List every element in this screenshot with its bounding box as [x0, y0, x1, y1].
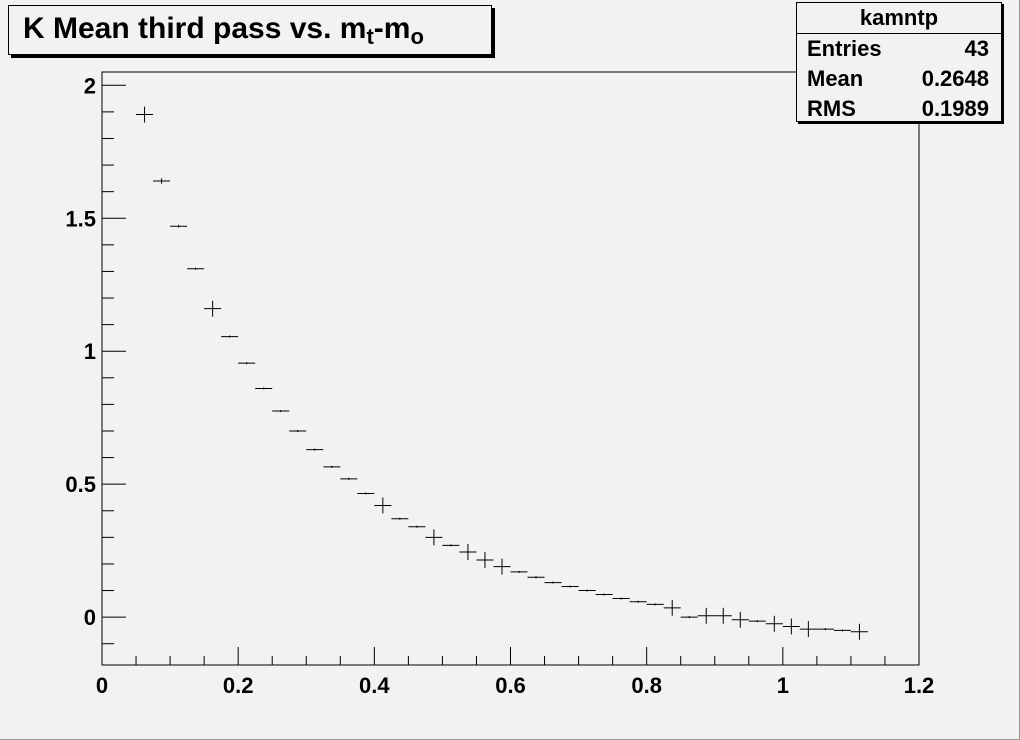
y-tick-label: 1 — [84, 339, 96, 364]
data-point — [697, 607, 715, 624]
x-tick-label: 0.2 — [223, 673, 254, 698]
stats-mean-value: 0.2648 — [921, 66, 989, 91]
chart-title-sub-o: o — [410, 24, 424, 49]
data-point — [544, 581, 562, 584]
x-tick-label: 1.2 — [904, 673, 935, 698]
data-point — [238, 362, 256, 365]
data-point — [629, 600, 647, 603]
chart-title-sub-t: t — [366, 24, 374, 49]
stats-entries-value: 43 — [964, 36, 989, 61]
data-point — [527, 576, 545, 579]
chart-title-main: K Mean third pass vs. m — [23, 12, 367, 45]
stats-rms-value: 0.1989 — [921, 96, 989, 121]
chart-title-mid: -m — [373, 12, 411, 45]
y-tick-label: 2 — [84, 73, 96, 98]
plot-frame — [101, 71, 920, 666]
data-point — [731, 611, 749, 628]
data-point — [170, 224, 188, 228]
stats-entries-label: Entries — [807, 36, 882, 61]
data-point — [850, 623, 868, 640]
data-point — [391, 517, 409, 520]
stats-mean-label: Mean — [807, 66, 864, 91]
data-point — [425, 529, 443, 546]
x-tick-label: 1 — [777, 673, 789, 698]
stats-row-entries: Entries 43 — [797, 34, 1001, 64]
x-tick-label: 0.4 — [359, 673, 390, 698]
data-point — [799, 621, 817, 638]
data-point — [442, 544, 460, 547]
data-point — [153, 178, 171, 184]
x-tick-label: 0 — [96, 673, 108, 698]
data-point — [323, 465, 341, 468]
data-point — [289, 429, 307, 433]
y-tick-label: 1.5 — [65, 206, 96, 231]
data-point — [476, 551, 494, 568]
data-point — [680, 616, 698, 619]
data-point — [340, 477, 358, 480]
x-tick-label: 0.8 — [631, 673, 662, 698]
data-point — [204, 300, 222, 317]
data-point — [510, 570, 528, 573]
stats-rms-label: RMS — [807, 96, 856, 121]
data-point — [595, 593, 613, 596]
data-point — [765, 615, 783, 632]
data-point — [136, 106, 154, 123]
data-point — [646, 603, 664, 606]
data-point — [748, 620, 766, 623]
y-tick-label: 0 — [84, 605, 96, 630]
data-point — [187, 267, 205, 270]
stats-box: kamntp Entries 43 Mean 0.2648 RMS 0.1989 — [796, 2, 1002, 122]
y-tick-label: 0.5 — [65, 472, 96, 497]
data-point — [459, 544, 477, 560]
data-point — [578, 589, 596, 592]
x-tick-label: 0.6 — [495, 673, 526, 698]
data-point — [561, 585, 579, 588]
data-point — [374, 497, 392, 514]
data-point — [493, 558, 511, 575]
data-point — [612, 597, 630, 600]
data-point — [255, 387, 273, 390]
stats-row-rms: RMS 0.1989 — [797, 94, 1001, 124]
data-point — [272, 409, 290, 413]
stats-row-mean: Mean 0.2648 — [797, 64, 1001, 94]
chart-title: K Mean third pass vs. mt-mo — [8, 5, 492, 55]
data-point — [306, 448, 324, 451]
data-point — [833, 629, 851, 632]
data-point — [357, 492, 375, 495]
data-point — [714, 607, 732, 624]
data-point — [782, 618, 800, 635]
data-point — [663, 599, 681, 616]
data-point — [221, 335, 239, 338]
data-point — [408, 525, 426, 528]
stats-box-title: kamntp — [797, 3, 1001, 34]
data-point — [816, 628, 834, 631]
